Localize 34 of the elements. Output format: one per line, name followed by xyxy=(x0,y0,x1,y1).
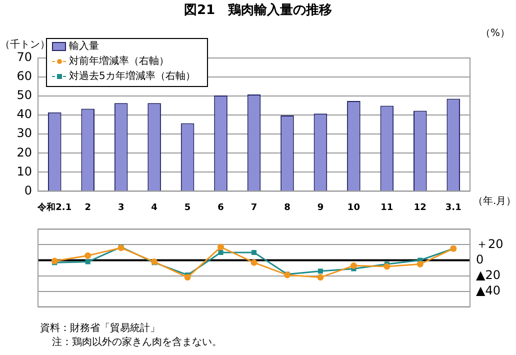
y-tick-label: 20 xyxy=(16,145,32,160)
text: 資料：財務省「貿易統計」 xyxy=(40,322,161,336)
y-tick-label: 10 xyxy=(16,164,32,178)
x-tick-label: 11 xyxy=(380,202,394,213)
x-tick-label: 10 xyxy=(347,202,360,213)
text: 注：鶏肉以外の家きん肉を含まない。 xyxy=(51,336,222,350)
x-tick-label: 2 xyxy=(84,202,91,213)
chart-title: 図21 鶏肉輸入量の推移 xyxy=(182,2,334,20)
y-tick-label: 60 xyxy=(16,69,32,84)
x-tick-label: 4 xyxy=(151,202,158,213)
legend-label: 輸入量 xyxy=(69,40,99,54)
y-tick-label: 30 xyxy=(16,126,32,140)
y-tick-label: 0 xyxy=(24,183,32,198)
x-tick-label: 3.1 xyxy=(445,202,462,213)
y-tick-label: 0 xyxy=(476,252,484,266)
legend-label: 対過去5カ年増減率（右軸） xyxy=(69,70,196,84)
x-tick-label: 9 xyxy=(317,202,324,213)
y-tick-label: ＋20 xyxy=(476,236,504,251)
y-tick-label: 50 xyxy=(16,88,32,102)
text: （%） xyxy=(480,27,510,40)
y-tick-label: ▲20 xyxy=(476,268,500,282)
y-tick-label: 70 xyxy=(16,50,32,64)
x-tick-label: 12 xyxy=(414,202,426,213)
x-tick-label: 令和2.1 xyxy=(36,202,72,213)
legend-label: 対前年増減率（右軸） xyxy=(69,54,169,69)
x-tick-label: 5 xyxy=(184,202,191,213)
x-tick-label: 8 xyxy=(284,202,290,213)
x-tick-label: 6 xyxy=(218,202,224,213)
y-tick-label: 40 xyxy=(16,107,32,122)
y-axis-title: （千トン） xyxy=(0,38,50,51)
x-tick-label: 7 xyxy=(250,202,258,213)
x-axis-title: （年.月） xyxy=(473,194,516,207)
y-tick-label: ▲40 xyxy=(476,283,500,298)
x-tick-label: 3 xyxy=(118,202,124,213)
